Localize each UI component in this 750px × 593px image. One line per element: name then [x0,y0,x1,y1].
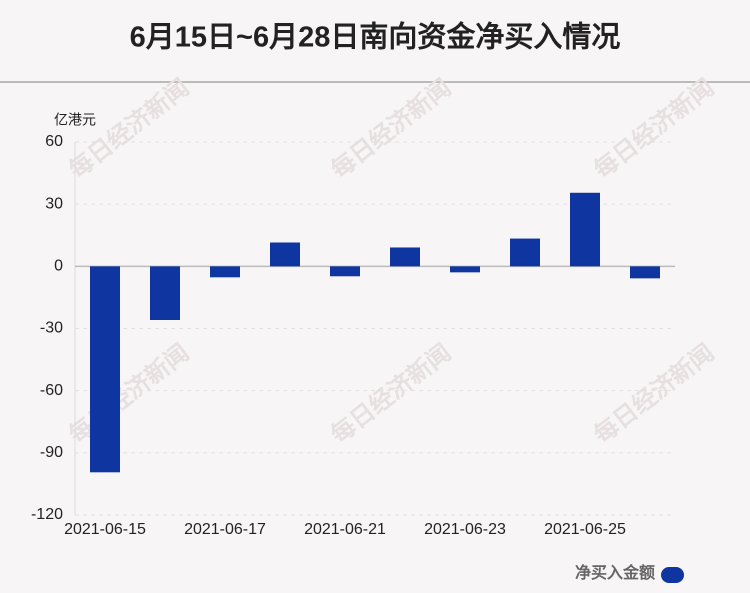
y-tick-label: 0 [54,258,63,275]
y-axis-label: 亿港元 [54,112,96,128]
bar [90,266,120,473]
chart-title: 6月15日~6月28日南向资金净买入情况 [130,20,621,54]
bar [270,242,300,267]
x-tick-label: 2021-06-23 [424,521,506,538]
legend-label: 净买入金额 [575,563,655,582]
x-tick-label: 2021-06-15 [64,521,146,538]
bar [510,238,540,267]
x-tick-label: 2021-06-21 [304,521,386,538]
y-tick-label: 30 [45,195,63,212]
bar [630,266,660,279]
y-tick-label: 60 [45,133,63,150]
x-tick-label: 2021-06-17 [184,521,266,538]
y-tick-label: -120 [31,506,63,523]
bar [150,266,180,321]
x-tick-label: 2021-06-25 [544,521,626,538]
bar [570,192,600,267]
y-tick-label: -90 [40,444,63,461]
y-tick-label: -30 [40,320,63,337]
bar [210,266,240,278]
legend-swatch [661,567,684,583]
y-tick-label: -60 [40,382,63,399]
bar [390,247,420,267]
bar [330,266,360,277]
bar [450,266,480,273]
